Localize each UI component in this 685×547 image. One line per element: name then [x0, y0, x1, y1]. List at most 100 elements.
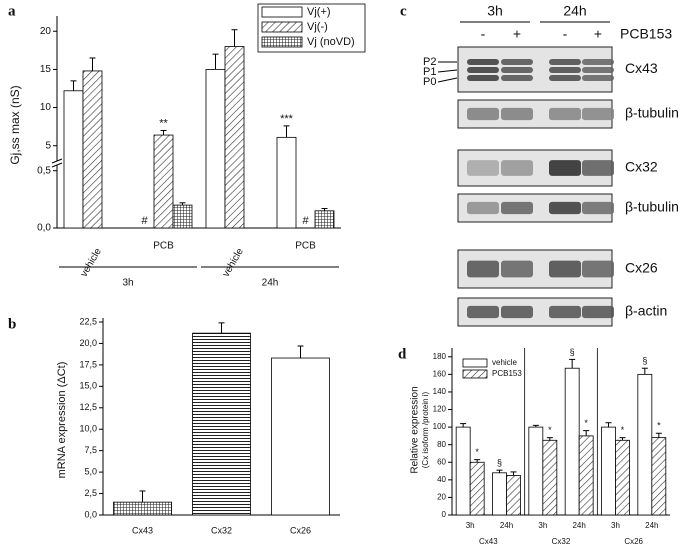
lane-label: + [513, 26, 521, 42]
y-tick-label: 0,5 [37, 165, 51, 176]
legend-swatch [462, 369, 488, 379]
panel-letter: a [8, 3, 16, 19]
x-tick-label: 24h [500, 521, 513, 530]
bar [314, 210, 335, 229]
blot-band [467, 59, 499, 65]
bar [601, 426, 616, 516]
legend-swatch [261, 36, 303, 48]
bar [153, 134, 174, 229]
blot-band [549, 107, 581, 121]
panel-letter: b [8, 316, 16, 332]
y-axis-sublabel: (Cx isoform /protein i) [421, 391, 430, 468]
blot-band [582, 201, 614, 215]
significance-mark: § [497, 458, 502, 468]
axis-break [51, 162, 63, 168]
bar [528, 426, 544, 516]
legend-label: Vj(-) [307, 21, 328, 33]
blot-band [549, 67, 581, 73]
y-tick-label: 0,0 [84, 509, 97, 519]
bar [578, 435, 594, 516]
bar [63, 90, 84, 229]
y-tick-label: 2,5 [84, 488, 97, 498]
group-label: Cx26 [624, 537, 643, 546]
bar [455, 426, 471, 516]
x-tick-label: Cx26 [290, 525, 311, 535]
row-label: Cx32 [625, 159, 658, 175]
bar [113, 501, 172, 516]
blot-band [549, 201, 581, 215]
significance-mark: * [548, 425, 552, 435]
blot-band [549, 160, 581, 176]
y-tick-label: 10,0 [79, 424, 97, 434]
y-tick-label: 80 [437, 440, 446, 449]
axis-break [51, 158, 63, 164]
blot-band [549, 260, 581, 278]
y-tick-label: 60 [437, 457, 446, 466]
significance-mark: # [141, 215, 148, 227]
legend-label: Vj(+) [307, 6, 331, 18]
blot-band [467, 107, 499, 121]
legend-swatch [261, 6, 303, 18]
x-tick-label: 3h [538, 521, 547, 530]
y-axis-label: mRNA expression (ΔCt) [56, 362, 68, 479]
legend-label: vehicle [492, 358, 517, 367]
x-tick-label: vehicle [79, 246, 104, 279]
bar [492, 472, 507, 516]
blot-band [501, 107, 533, 121]
blot-band [582, 75, 614, 81]
bar [506, 475, 521, 516]
x-tick-label: 3h [466, 521, 475, 530]
y-tick-label: 5,0 [84, 466, 97, 476]
y-tick-label: 120 [433, 405, 447, 414]
isoform-label: P0 [423, 76, 436, 88]
treatment-label: PCB153 [620, 26, 672, 42]
y-tick-label: 22,5 [79, 316, 97, 326]
x-tick-label: Cx32 [211, 525, 232, 535]
bar [224, 46, 245, 229]
y-tick-label: 20 [437, 493, 446, 502]
y-tick-label: 100 [433, 422, 447, 431]
significance-mark: * [657, 421, 661, 431]
bar [82, 70, 103, 229]
blot-band [467, 260, 499, 278]
lane-label: + [594, 26, 602, 42]
bar [615, 439, 630, 516]
blot-band [501, 67, 533, 73]
significance-mark: § [570, 347, 575, 357]
legend-label: Vj (noVD) [307, 36, 355, 48]
y-tick-label: 10 [40, 102, 52, 113]
isoform-arrow [437, 77, 458, 83]
significance-mark: *** [280, 113, 294, 125]
blot-band [467, 67, 499, 73]
row-label: β-tubulin [625, 199, 679, 215]
blot-band [549, 305, 581, 319]
significance-mark: ** [159, 117, 168, 129]
significance-mark: # [302, 215, 309, 227]
x-tick-label: 3h [611, 521, 620, 530]
significance-mark: § [642, 356, 647, 366]
bar [469, 461, 485, 516]
panel-letter: d [398, 346, 407, 362]
blot-band [501, 59, 533, 65]
bar [276, 136, 297, 229]
significance-mark: * [475, 447, 479, 457]
bar [271, 357, 330, 516]
blot-band [582, 260, 614, 278]
x-tick-label: 24h [572, 521, 585, 530]
bar [637, 373, 653, 516]
blot-band [501, 260, 533, 278]
group-label: 24h [262, 278, 279, 289]
blot-band [549, 75, 581, 81]
bar [205, 69, 226, 229]
y-tick-label: 140 [433, 387, 447, 396]
significance-mark: * [584, 418, 588, 428]
legend-swatch [261, 21, 303, 33]
y-axis-label: Relative expression [410, 386, 421, 473]
lane-label: - [563, 26, 568, 42]
row-label: β-tubulin [625, 105, 679, 121]
bar [651, 437, 667, 516]
y-axis-label: Gj,ss max (nS) [8, 85, 22, 164]
y-tick-label: 0,0 [37, 223, 51, 234]
bar [564, 367, 580, 516]
